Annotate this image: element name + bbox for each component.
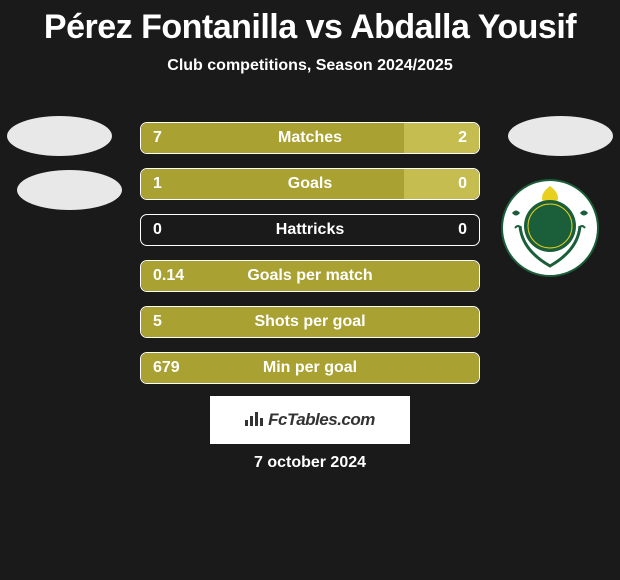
stat-value-left: 679 [153, 359, 180, 377]
stat-label: Min per goal [263, 359, 357, 377]
page-title: Pérez Fontanilla vs Abdalla Yousif [0, 0, 620, 47]
stat-value-left: 7 [153, 129, 162, 147]
bar-right [404, 169, 479, 199]
watermark: FcTables.com [210, 396, 410, 444]
stat-row-min-per-goal: 679 Min per goal [140, 352, 480, 384]
stat-row-shots-per-goal: 5 Shots per goal [140, 306, 480, 338]
stat-label: Shots per goal [254, 313, 365, 331]
club-badge-right [500, 178, 600, 278]
player-badge-left-2 [17, 170, 122, 210]
stat-value-right: 2 [458, 129, 467, 147]
stat-label: Goals [288, 175, 332, 193]
infographic-container: Pérez Fontanilla vs Abdalla Yousif Club … [0, 0, 620, 580]
date-text: 7 october 2024 [254, 454, 366, 472]
stats-bars: 7 Matches 2 1 Goals 0 0 Hattricks 0 0.14… [140, 122, 480, 398]
stat-row-matches: 7 Matches 2 [140, 122, 480, 154]
stat-value-right: 0 [458, 175, 467, 193]
stat-value-left: 0.14 [153, 267, 184, 285]
stat-value-left: 5 [153, 313, 162, 331]
stat-value-right: 0 [458, 221, 467, 239]
stat-row-hattricks: 0 Hattricks 0 [140, 214, 480, 246]
stat-row-goals-per-match: 0.14 Goals per match [140, 260, 480, 292]
bar-left [141, 169, 404, 199]
bar-left [141, 123, 404, 153]
stat-label: Goals per match [247, 267, 372, 285]
player-badge-left-1 [7, 116, 112, 156]
stat-value-left: 0 [153, 221, 162, 239]
subtitle: Club competitions, Season 2024/2025 [0, 57, 620, 75]
stat-row-goals: 1 Goals 0 [140, 168, 480, 200]
bar-right [404, 123, 479, 153]
chart-icon [245, 410, 265, 431]
stat-value-left: 1 [153, 175, 162, 193]
player-badge-right [508, 116, 613, 156]
stat-label: Matches [278, 129, 342, 147]
watermark-text: FcTables.com [268, 410, 375, 430]
stat-label: Hattricks [276, 221, 344, 239]
